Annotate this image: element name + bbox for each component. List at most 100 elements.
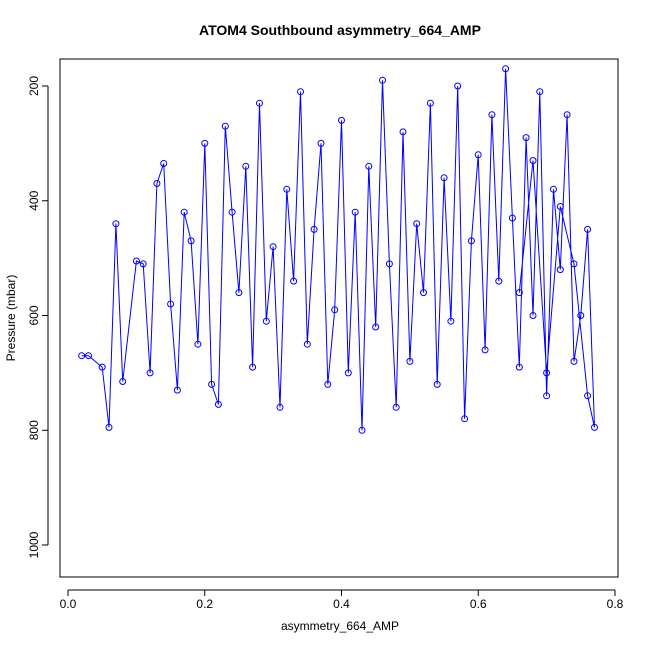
data-point (543, 369, 551, 377)
data-point (303, 340, 311, 348)
data-point (180, 208, 188, 216)
data-point (256, 99, 263, 107)
data-point (556, 266, 564, 274)
data-point (365, 162, 373, 170)
data-point (235, 289, 243, 297)
data-point (187, 237, 195, 245)
y-tick-label: 800 (27, 420, 41, 440)
data-point (529, 157, 537, 165)
data-point (584, 392, 592, 400)
data-point (433, 380, 441, 388)
data-point (160, 160, 168, 167)
data-point (406, 357, 414, 365)
data-point (461, 415, 469, 423)
data-point (249, 363, 257, 371)
chart-title: ATOM4 Southbound asymmetry_664_AMP (199, 22, 481, 38)
data-point (324, 380, 332, 388)
data-point (563, 111, 571, 119)
data-point (208, 380, 216, 388)
data-point (536, 88, 544, 96)
data-point (317, 139, 325, 147)
y-tick-label: 400 (27, 190, 41, 210)
data-point (132, 257, 140, 265)
data-point (515, 363, 523, 371)
data-point (119, 378, 127, 385)
data-point (297, 88, 304, 96)
data-point (454, 82, 462, 90)
y-axis-label: Pressure (mbar) (4, 275, 18, 362)
data-point (515, 289, 523, 297)
data-point (495, 277, 503, 285)
data-point (591, 423, 598, 431)
x-axis-label: asymmetry_664_AMP (281, 619, 399, 633)
data-point (290, 277, 298, 285)
data-point (399, 128, 407, 136)
data-point (262, 317, 270, 325)
data-point (194, 340, 202, 348)
data-point (474, 151, 482, 159)
data-point (85, 352, 92, 360)
data-point (214, 400, 222, 408)
data-point (508, 214, 516, 222)
data-point (228, 208, 236, 216)
data-point (167, 300, 175, 308)
data-point (392, 403, 400, 411)
y-tick-label: 1000 (27, 531, 41, 558)
data-point (338, 116, 345, 124)
data-point (283, 185, 291, 193)
data-point (276, 403, 284, 411)
y-tick-label: 200 (27, 76, 41, 96)
y-tick-label: 600 (27, 305, 41, 325)
y-axis: 200 400 600 800 1000 (27, 76, 49, 558)
data-point (502, 65, 510, 73)
data-point (570, 357, 578, 365)
data-point (344, 369, 352, 377)
data-point (112, 220, 120, 228)
data-point (331, 306, 339, 314)
data-point (413, 220, 421, 228)
x-axis: 0.0 0.2 0.4 0.6 0.8 (60, 589, 624, 611)
data-point (173, 386, 181, 394)
data-point (201, 139, 209, 147)
data-marks (78, 65, 598, 434)
data-point (543, 392, 551, 400)
x-tick-label: 0.6 (470, 597, 487, 611)
data-point (372, 323, 380, 331)
data-point (310, 225, 318, 233)
data-point (269, 243, 277, 251)
data-point (98, 363, 106, 371)
data-point (522, 134, 530, 142)
series-line (81, 68, 595, 431)
data-point (379, 76, 386, 84)
data-point (358, 426, 366, 434)
data-point (577, 312, 585, 319)
x-tick-label: 0.0 (60, 597, 77, 611)
plot-area-frame (59, 58, 619, 578)
data-point (467, 237, 475, 245)
x-tick-label: 0.4 (333, 597, 350, 611)
data-point (351, 208, 359, 216)
data-point (529, 312, 537, 319)
data-point (440, 174, 448, 182)
data-point (78, 352, 86, 360)
x-tick-label: 0.8 (607, 597, 624, 611)
x-tick-label: 0.2 (196, 597, 213, 611)
data-point (550, 185, 557, 193)
data-point (488, 111, 496, 119)
data-point (420, 289, 427, 297)
data-point (570, 260, 578, 268)
data-point (146, 369, 154, 377)
data-point (447, 317, 455, 325)
data-point (153, 180, 161, 187)
data-point (385, 260, 393, 268)
data-point (105, 423, 113, 431)
data-point (584, 225, 592, 233)
data-point (426, 99, 434, 107)
data-point (556, 203, 564, 210)
data-point (139, 260, 147, 268)
data-point (242, 162, 250, 170)
data-point (481, 346, 489, 354)
data-point (221, 122, 229, 130)
